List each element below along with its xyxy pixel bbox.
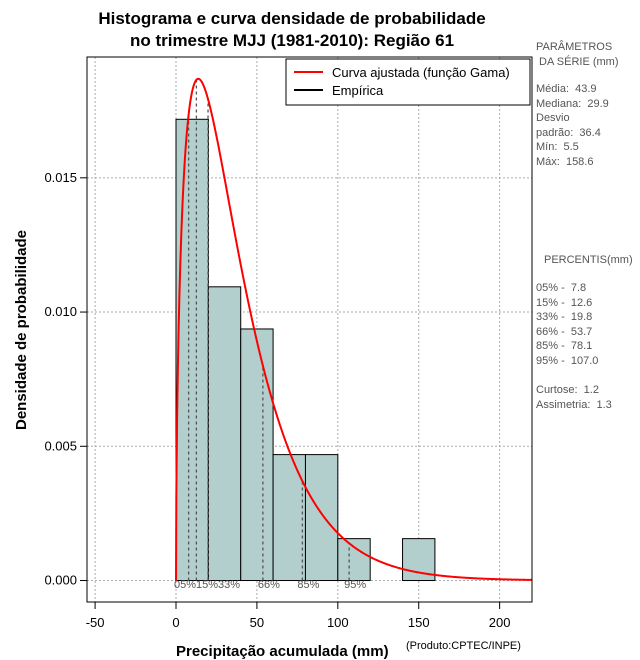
credit: (Produto:CPTEC/INPE) bbox=[406, 640, 521, 652]
chart-title-line2: no trimestre MJJ (1981-2010): Região 61 bbox=[129, 31, 455, 50]
percentis-body: 05% - 7.8 15% - 12.6 33% - 19.8 66% - 53… bbox=[536, 282, 599, 367]
legend: Curva ajustada (função Gama) Empírica bbox=[285, 58, 531, 106]
legend-item-gamma: Curva ajustada (função Gama) bbox=[332, 65, 510, 80]
histogram-bar bbox=[207, 286, 242, 582]
x-tick-label: 150 bbox=[408, 615, 430, 630]
legend-item-empirica: Empírica bbox=[332, 83, 384, 98]
percentile-label: 95% bbox=[344, 579, 366, 591]
gamma-fit-curve bbox=[175, 77, 532, 581]
y-tick-label: 0.010 bbox=[44, 304, 77, 319]
y-axis-label: Densidade de probabilidade bbox=[13, 230, 30, 430]
percentile-tick-label: 05%15%33% bbox=[174, 579, 240, 591]
x-axis-label: Precipitação acumulada (mm) bbox=[176, 643, 389, 660]
x-tick-label: -50 bbox=[86, 615, 105, 630]
stats-body: Curtose: 1.2 Assimetria: 1.3 bbox=[536, 384, 612, 411]
percentile-lines: 66% 85% 95% bbox=[187, 79, 366, 591]
y-tick-label: 0.000 bbox=[44, 573, 77, 588]
x-axis: -50 0 50 100 150 200 bbox=[86, 601, 511, 630]
x-tick-label: 50 bbox=[250, 615, 264, 630]
percentis-title: PERCENTIS(mm) bbox=[544, 254, 633, 266]
x-tick-label: 200 bbox=[489, 615, 511, 630]
histogram-bar bbox=[240, 328, 274, 582]
y-axis: 0.000 0.005 0.010 0.015 bbox=[44, 170, 88, 588]
histogram-bar bbox=[402, 538, 436, 582]
x-tick-label: 0 bbox=[172, 615, 179, 630]
x-tick-label: 100 bbox=[327, 615, 349, 630]
chart-title-line1: Histograma e curva densidade de probabil… bbox=[98, 9, 486, 28]
params-body: Média: 43.9 Mediana: 29.9 Desvio padrão:… bbox=[536, 83, 609, 168]
y-tick-label: 0.015 bbox=[44, 170, 77, 185]
histogram-bars bbox=[175, 118, 436, 582]
percentile-label: 85% bbox=[297, 579, 319, 591]
histogram-bar bbox=[175, 118, 209, 582]
params-title: PARÂMETROS DA SÉRIE (mm) bbox=[536, 41, 619, 68]
histogram-bar bbox=[304, 454, 339, 582]
y-tick-label: 0.005 bbox=[44, 438, 77, 453]
percentile-label: 66% bbox=[258, 579, 280, 591]
histogram-bar bbox=[272, 454, 306, 582]
histogram-bar bbox=[337, 538, 371, 582]
